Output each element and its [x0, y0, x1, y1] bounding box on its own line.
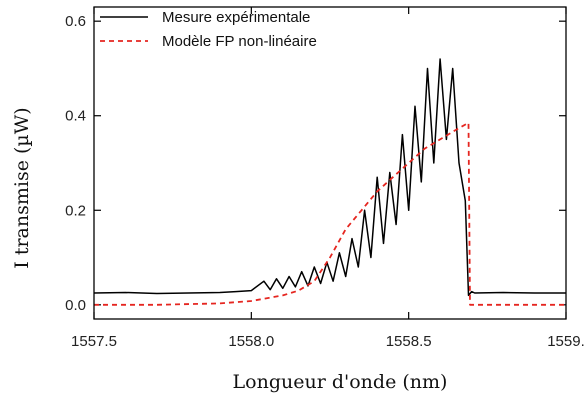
y-tick-label: 0.4	[65, 108, 86, 125]
y-tick-label: 0.0	[65, 297, 86, 314]
x-tick-label: 1559.	[547, 333, 585, 350]
y-axis-title: I transmise (µW)	[11, 107, 33, 268]
x-tick-label: 1557.5	[71, 333, 117, 350]
x-axis-title: Longueur d'onde (nm)	[233, 371, 448, 393]
plot-frame	[93, 6, 567, 320]
x-axis: 1557.5 1558.0 1558.5 1559.	[71, 7, 585, 350]
series-line-mesure	[93, 58, 566, 297]
legend-label-mesure: Mesure expérimentale	[162, 9, 310, 26]
legend-label-modele: Modèle FP non-linéaire	[162, 33, 317, 50]
y-tick-label: 0.6	[65, 13, 86, 30]
series-layer	[93, 58, 566, 306]
series-line-modele	[94, 121, 566, 306]
y-axis: 0.0 0.2 0.4 0.6	[65, 13, 566, 314]
y-tick-label: 0.2	[65, 202, 86, 219]
x-tick-label: 1558.0	[228, 333, 274, 350]
legend: Mesure expérimentale Modèle FP non-linéa…	[100, 9, 317, 50]
x-tick-label: 1558.5	[386, 333, 432, 350]
